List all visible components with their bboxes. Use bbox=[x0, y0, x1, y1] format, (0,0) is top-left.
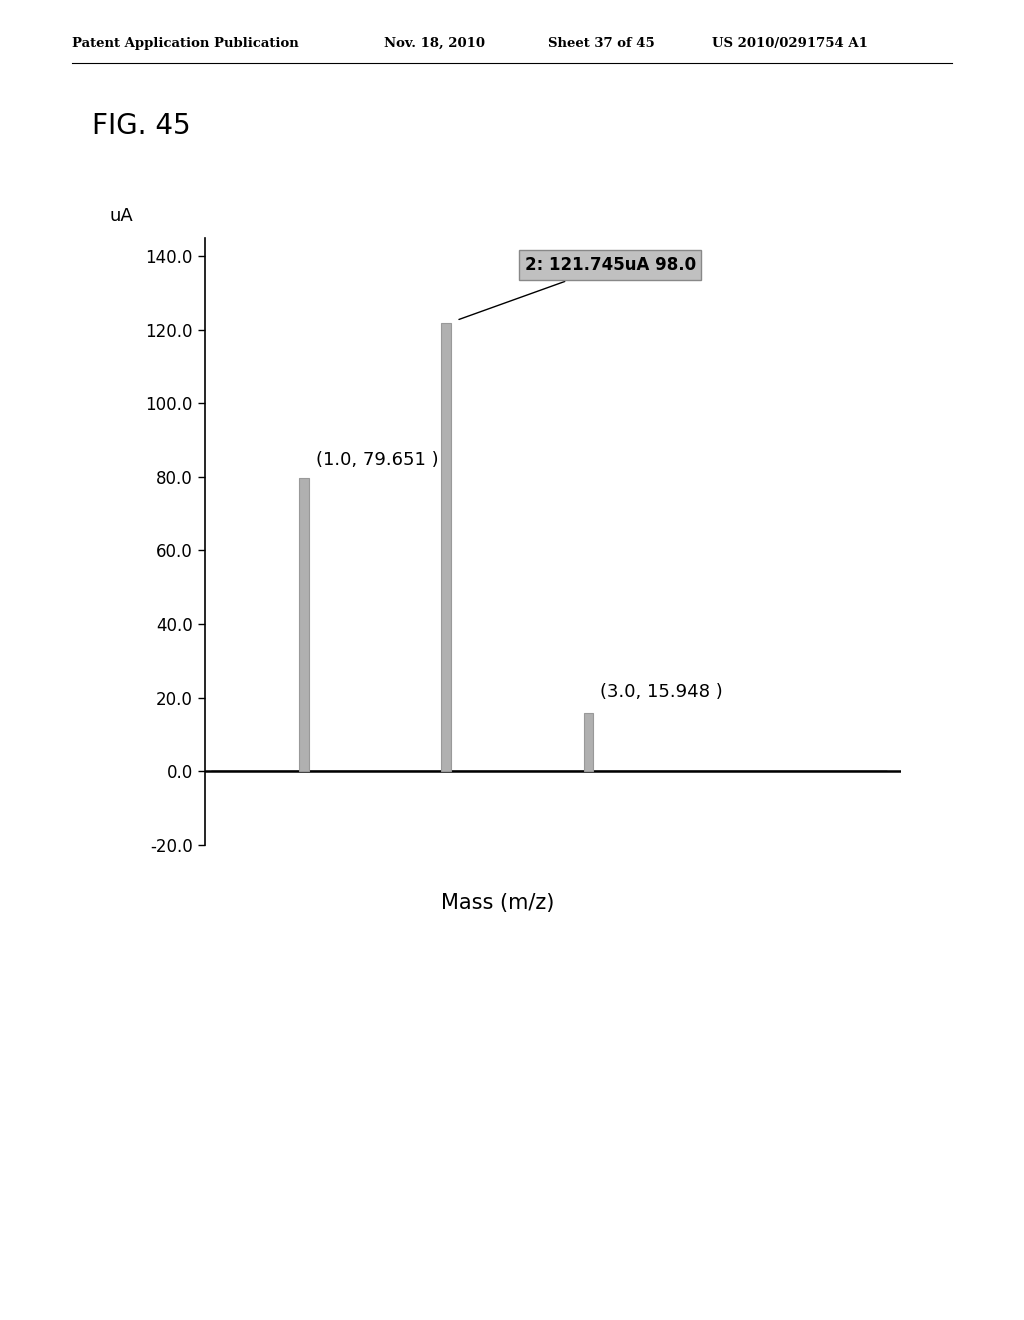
Text: FIG. 45: FIG. 45 bbox=[92, 112, 190, 140]
Text: US 2010/0291754 A1: US 2010/0291754 A1 bbox=[712, 37, 867, 50]
Text: uA: uA bbox=[110, 207, 133, 226]
Text: (1.0, 79.651 ): (1.0, 79.651 ) bbox=[315, 451, 438, 470]
Text: Nov. 18, 2010: Nov. 18, 2010 bbox=[384, 37, 485, 50]
Text: (3.0, 15.948 ): (3.0, 15.948 ) bbox=[600, 684, 723, 701]
Bar bbox=[441, 323, 452, 771]
Text: Patent Application Publication: Patent Application Publication bbox=[72, 37, 298, 50]
Text: 2: 121.745uA 98.0: 2: 121.745uA 98.0 bbox=[459, 256, 695, 319]
Bar bbox=[584, 713, 594, 771]
Text: Sheet 37 of 45: Sheet 37 of 45 bbox=[548, 37, 654, 50]
Bar bbox=[299, 478, 309, 771]
Text: Mass (m/z): Mass (m/z) bbox=[440, 894, 554, 913]
